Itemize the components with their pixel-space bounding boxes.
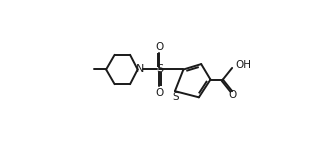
Text: O: O (229, 90, 237, 100)
Text: S: S (156, 64, 163, 75)
Text: OH: OH (235, 60, 251, 70)
Text: O: O (155, 88, 164, 98)
Text: N: N (136, 64, 144, 75)
Text: S: S (172, 92, 179, 102)
Text: O: O (155, 42, 164, 52)
